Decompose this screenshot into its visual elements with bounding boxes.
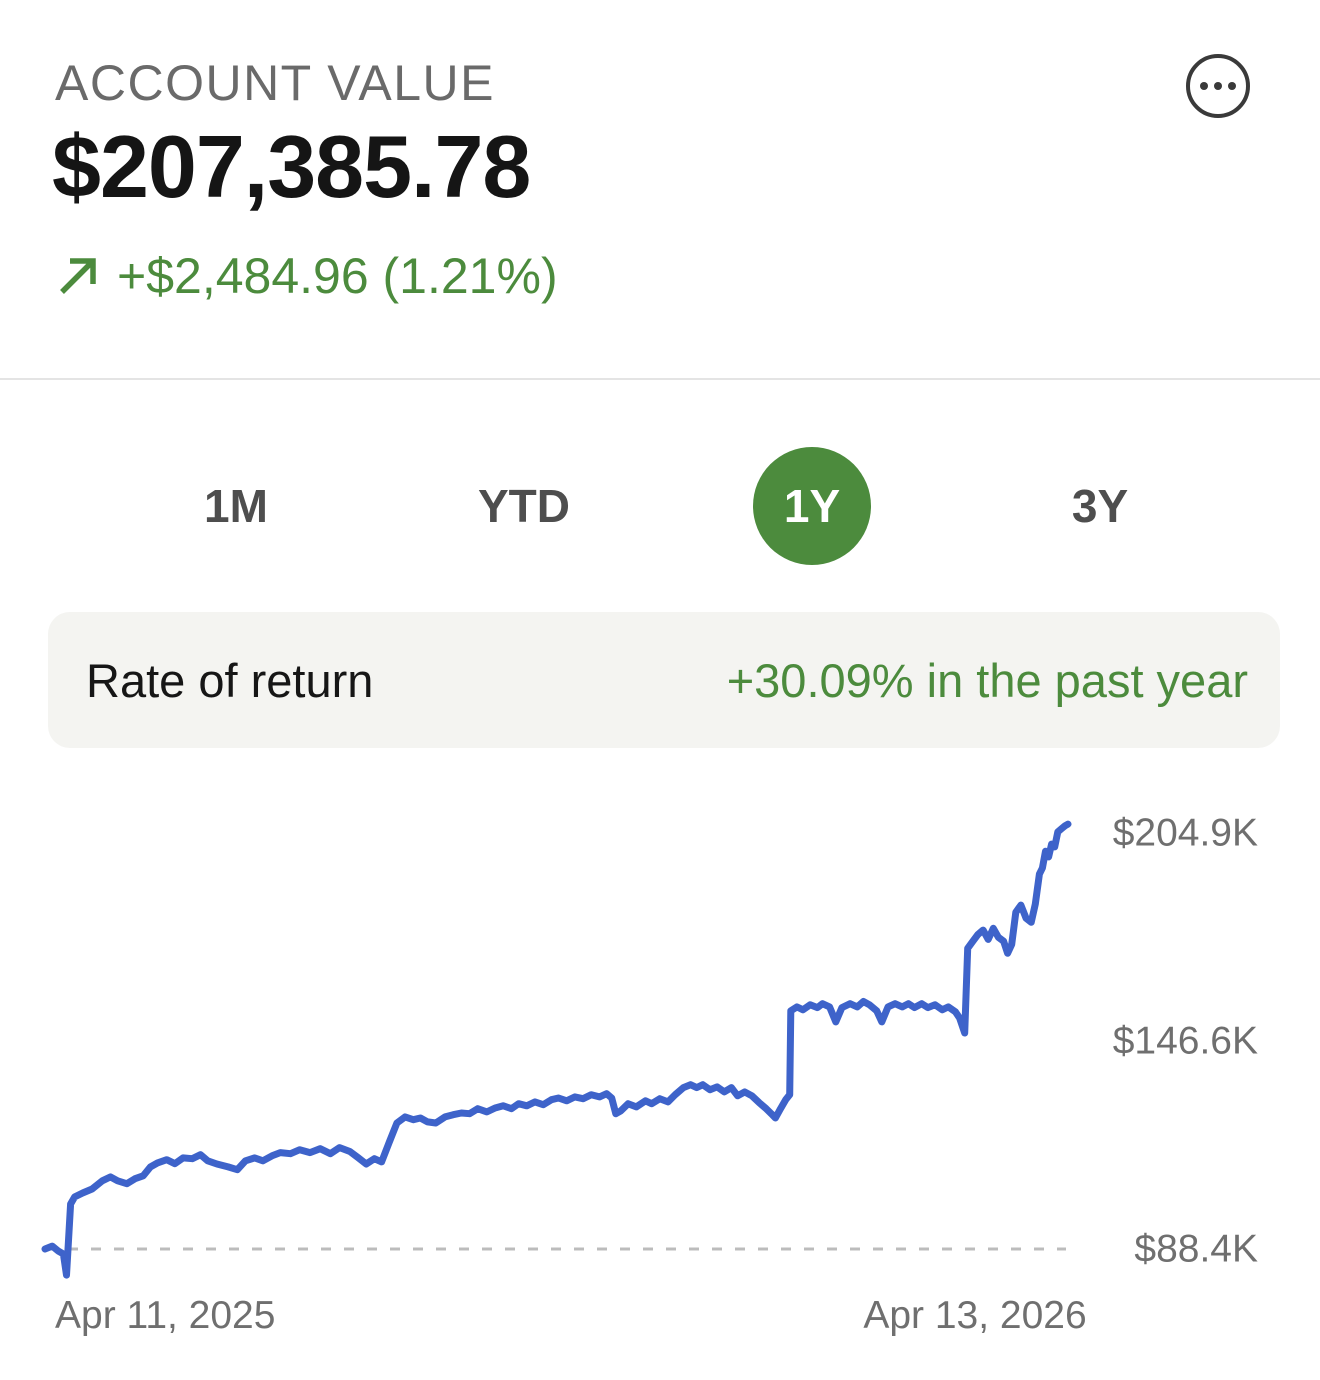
y-axis-tick-label: $88.4K [1134, 1228, 1258, 1271]
page-title: ACCOUNT VALUE [55, 55, 495, 111]
tab-1m[interactable]: 1M [204, 480, 268, 532]
y-axis-tick-label: $146.6K [1113, 1020, 1258, 1063]
account-value-line [41, 820, 1072, 1279]
account-change: +$2,484.96 (1.21%) [117, 248, 558, 304]
x-axis-start-label: Apr 11, 2025 [55, 1294, 275, 1337]
tab-1y[interactable]: 1Y [753, 447, 871, 565]
account-value: $207,385.78 [52, 117, 531, 216]
rate-of-return-row: Rate of return +30.09% in the past year [48, 612, 1280, 748]
x-axis-end-label: Apr 13, 2026 [863, 1294, 1086, 1337]
rate-of-return-label: Rate of return [86, 653, 374, 707]
ellipsis-icon [1228, 82, 1236, 90]
more-options-button[interactable] [1186, 54, 1250, 118]
y-axis-tick-label: $204.9K [1113, 812, 1258, 855]
account-value-chart[interactable]: $204.9K $146.6K $88.4K Apr 11, 2025 Apr 13, … [0, 780, 1320, 1380]
account-change-row: +$2,484.96 (1.21%) [55, 246, 558, 306]
arrow-up-right-icon [60, 258, 96, 294]
rate-of-return-value: +30.09% in the past year [726, 653, 1248, 707]
time-range-tabs: 1M YTD 1Y 3Y [0, 447, 1320, 565]
tab-ytd[interactable]: YTD [478, 480, 570, 532]
ellipsis-icon [1200, 82, 1208, 90]
tab-3y[interactable]: 3Y [1071, 480, 1129, 532]
section-divider [0, 378, 1320, 380]
ellipsis-icon [1214, 82, 1222, 90]
